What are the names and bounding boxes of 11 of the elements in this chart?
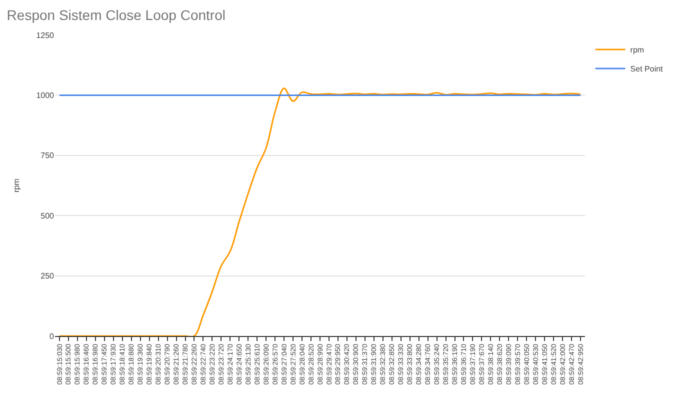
y-tick-label: 500: [40, 211, 55, 220]
chart-title: Respon Sistem Close Loop Control: [6, 6, 226, 23]
y-axis-title: rpm: [12, 178, 21, 192]
legend-label: rpm: [630, 46, 644, 55]
y-tick-label: 1250: [36, 30, 55, 40]
y-tick-label: 750: [40, 151, 55, 160]
y-tick-label: 250: [40, 272, 55, 281]
y-tick-label: 1000: [36, 91, 55, 100]
legend-label: Set Point: [630, 64, 664, 74]
line-series: [58, 87, 582, 336]
y-tick-label: 0: [50, 332, 55, 341]
